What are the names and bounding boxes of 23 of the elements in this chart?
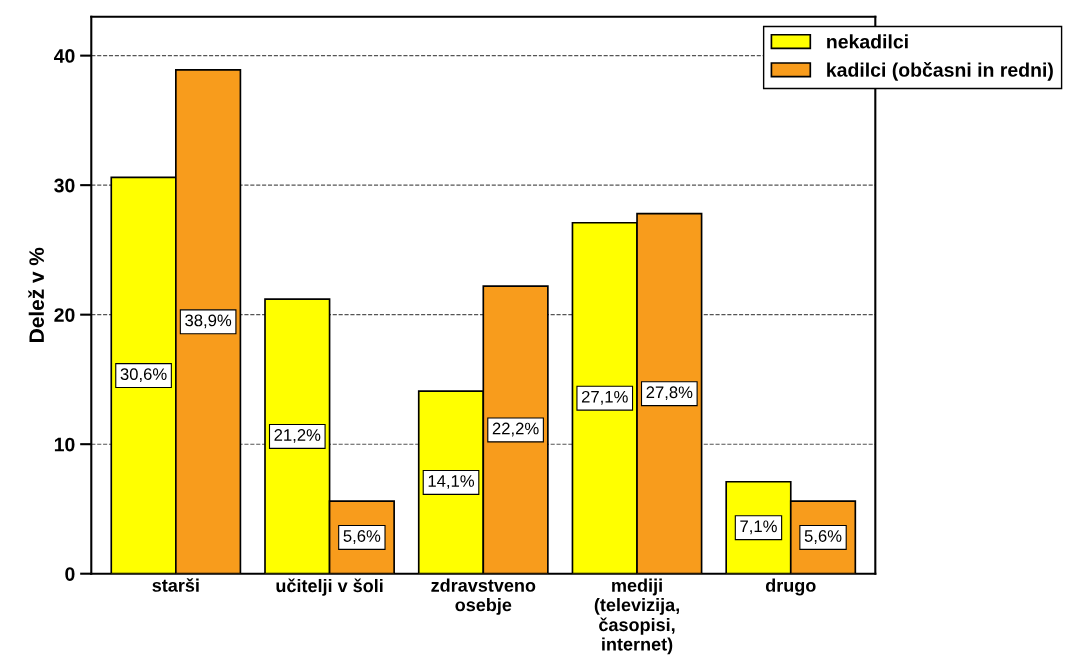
data-label: 14,1%: [428, 475, 475, 489]
x-tick-label: učitelji v šoli: [276, 578, 383, 596]
data-label: 21,2%: [274, 429, 321, 443]
y-tick-label: 20: [54, 308, 75, 322]
data-label: 7,1%: [740, 520, 777, 535]
legend-label: kadilci (občasni in redni): [827, 62, 1053, 81]
x-tick-label: zdravstveno osebje: [431, 578, 536, 615]
data-label: 27,1%: [581, 390, 628, 405]
x-tick-label: mediji (televizija, časopisi, internet): [594, 578, 679, 655]
data-label: 5,6%: [804, 530, 842, 544]
y-tick-label: 30: [54, 178, 75, 193]
data-label: 30,6%: [120, 368, 167, 382]
data-label: 22,2%: [492, 422, 539, 437]
x-tick-label: starši: [152, 578, 199, 592]
y-tick-label: 0: [65, 567, 75, 581]
x-tick-label: drugo: [765, 578, 816, 596]
legend-label: nekadilci: [827, 34, 908, 49]
data-label: 5,6%: [343, 530, 381, 544]
data-label: 38,9%: [185, 314, 232, 329]
y-tick-label: 40: [53, 49, 75, 63]
y-tick-label: 10: [54, 437, 75, 452]
y-axis-title: Delež v %: [28, 247, 45, 342]
data-label: 27,8%: [646, 386, 693, 401]
